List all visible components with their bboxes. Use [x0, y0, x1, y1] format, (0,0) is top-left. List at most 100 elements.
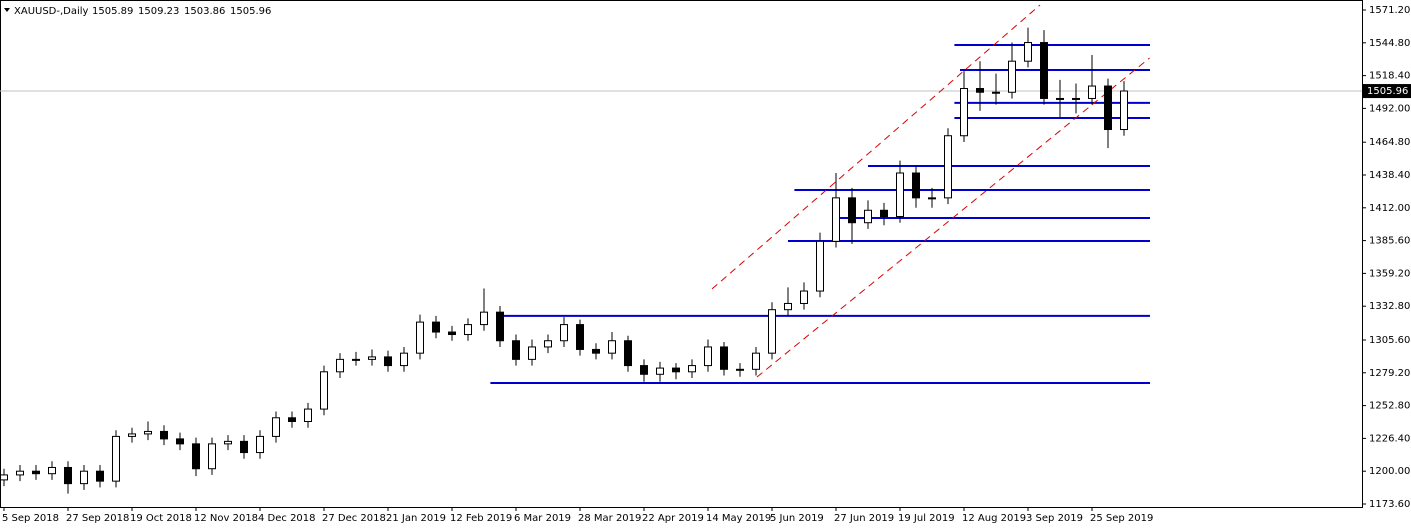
candle-body	[496, 311, 504, 342]
candle-body	[880, 209, 888, 217]
candle-body	[720, 346, 728, 370]
y-tick-label: 1252.80	[1369, 401, 1410, 412]
candle-body	[448, 331, 456, 336]
candle-body	[96, 470, 104, 482]
y-tick-label: 1200.00	[1369, 466, 1410, 477]
candle-body	[992, 91, 1000, 94]
candle-body	[80, 470, 88, 485]
candle-body	[672, 367, 680, 373]
y-tick-label: 1332.80	[1369, 301, 1410, 312]
candle-body	[432, 321, 440, 333]
candle-body	[400, 352, 408, 367]
x-tick-label: 12 Aug 2019	[962, 513, 1026, 524]
candle-body	[976, 88, 984, 93]
y-tick-label: 1544.80	[1369, 38, 1410, 49]
candle-body	[336, 358, 344, 373]
x-tick-label: 12 Feb 2019	[450, 513, 512, 524]
candle-body	[704, 346, 712, 367]
y-tick-label: 1438.40	[1369, 170, 1410, 181]
candle-body	[1072, 97, 1080, 100]
candle-body	[624, 340, 632, 367]
x-tick-label: 3 Sep 2019	[1026, 513, 1083, 524]
candle-body	[784, 302, 792, 311]
chart-title: XAUUSD-,Daily	[14, 6, 89, 17]
header-value: 1505.89	[92, 6, 133, 17]
candle-body	[816, 240, 824, 292]
candle-body	[1104, 85, 1112, 131]
candle-body	[528, 346, 536, 360]
candle-body	[912, 172, 920, 199]
header-value: 1503.86	[184, 6, 225, 17]
candle-body	[64, 466, 72, 485]
header-value: 1509.23	[138, 6, 179, 17]
candle-body	[1056, 97, 1064, 100]
candle-body	[640, 365, 648, 375]
candle-body	[176, 438, 184, 445]
candle-body	[768, 309, 776, 354]
candle-body	[256, 435, 264, 454]
candle-body	[752, 352, 760, 370]
candle-body	[800, 290, 808, 304]
candle-body	[688, 365, 696, 373]
x-tick-label: 27 Dec 2018	[322, 513, 386, 524]
y-tick-label: 1279.20	[1369, 368, 1410, 379]
candle-body	[592, 348, 600, 354]
plot-frame	[0, 0, 1363, 508]
candle-body	[352, 358, 360, 361]
candle-body	[288, 417, 296, 423]
candle-body	[944, 135, 952, 199]
y-tick-label: 1412.00	[1369, 203, 1410, 214]
last-price-label: 1505.96	[1367, 86, 1408, 97]
y-tick-label: 1518.40	[1369, 71, 1410, 82]
x-tick-label: 6 Mar 2019	[514, 513, 571, 524]
candle-body	[128, 433, 136, 437]
last-price-box	[1363, 84, 1411, 99]
y-tick-label: 1492.00	[1369, 103, 1410, 114]
candle-body	[896, 172, 904, 217]
x-tick-label: 12 Nov 2018	[194, 513, 258, 524]
candle-body	[832, 197, 840, 242]
candle-body	[1040, 42, 1048, 99]
channel-line	[711, 4, 1041, 290]
candle-body	[864, 209, 872, 224]
x-tick-label: 27 Jun 2019	[834, 513, 894, 524]
y-tick-label: 1305.60	[1369, 335, 1410, 346]
candle-body	[848, 197, 856, 224]
candle-body	[656, 367, 664, 375]
candle-body	[16, 470, 24, 476]
candle-body	[512, 340, 520, 360]
candle-body	[0, 474, 8, 481]
candle-body	[416, 321, 424, 354]
x-tick-label: 27 Sep 2018	[66, 513, 129, 524]
x-tick-label: 19 Jul 2019	[898, 513, 955, 524]
y-tick-label: 1226.40	[1369, 433, 1410, 444]
candle-body	[928, 197, 936, 200]
y-tick-label: 1385.60	[1369, 236, 1410, 247]
candle-body	[240, 440, 248, 454]
candle-body	[192, 443, 200, 470]
candle-body	[320, 371, 328, 410]
x-tick-label: 21 Jan 2019	[386, 513, 446, 524]
x-tick-label: 19 Oct 2018	[130, 513, 192, 524]
candle-body	[1008, 60, 1016, 93]
candle-body	[480, 311, 488, 326]
header: XAUUSD-,Daily	[4, 6, 89, 17]
candle-body	[272, 417, 280, 437]
candle-body	[384, 356, 392, 367]
channel-line	[756, 57, 1150, 378]
x-tick-label: 25 Sep 2019	[1090, 513, 1153, 524]
y-tick-label: 1173.60	[1369, 499, 1410, 510]
x-tick-label: 14 May 2019	[706, 513, 771, 524]
candle-body	[144, 430, 152, 435]
candle-body	[736, 368, 744, 371]
x-tick-label: 5 Jun 2019	[770, 513, 824, 524]
x-tick-label: 22 Apr 2019	[642, 513, 704, 524]
candle-body	[464, 324, 472, 336]
candle-body	[1120, 90, 1128, 131]
x-tick-label: 28 Mar 2019	[578, 513, 641, 524]
x-tick-label: 4 Dec 2018	[258, 513, 316, 524]
candle-body	[544, 340, 552, 348]
x-tick-label: 5 Sep 2018	[2, 513, 59, 524]
candle-body	[576, 324, 584, 350]
menu-arrow	[4, 8, 10, 12]
